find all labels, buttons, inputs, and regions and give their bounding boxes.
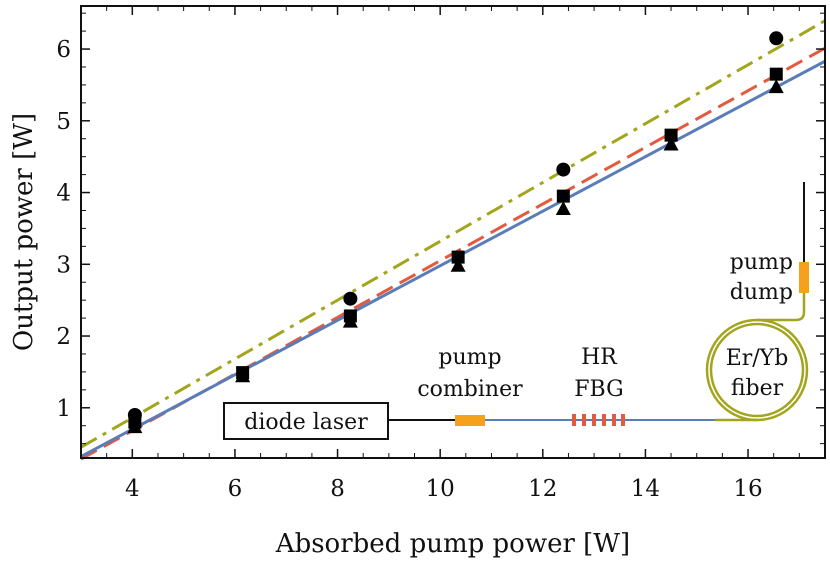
fbg-grating-line (621, 414, 625, 426)
fiber-label-2: fiber (731, 376, 784, 401)
y-tick-label: 4 (56, 181, 71, 207)
y-axis-label: Output power [W] (9, 113, 39, 351)
pump-dump-component (799, 262, 809, 293)
pump-dump-label-1: pump (730, 250, 793, 275)
fbg-component (572, 414, 625, 426)
fbg-grating-line (572, 414, 576, 426)
y-tick-label: 2 (56, 324, 71, 350)
data-point-square (451, 250, 465, 264)
x-tick-label: 12 (528, 476, 557, 502)
x-tick-label: 14 (631, 476, 660, 502)
fbg-label-2: FBG (574, 377, 623, 402)
fbg-grating-line (592, 414, 596, 426)
fiber-label-1: Er/Yb (726, 346, 789, 371)
y-tick-label: 1 (56, 396, 71, 422)
x-tick-label: 10 (426, 476, 455, 502)
data-point-circle (769, 31, 784, 46)
data-point-triangle (768, 79, 784, 94)
data-point-square (769, 67, 783, 81)
data-point-square (664, 128, 678, 142)
fbg-grating-line (612, 414, 616, 426)
pump-combiner-label-2: combiner (417, 377, 523, 402)
pump-dump-label-2: dump (730, 280, 793, 305)
x-tick-label: 6 (228, 476, 243, 502)
x-tick-label: 4 (125, 476, 140, 502)
pump-combiner-label-1: pump (438, 345, 501, 370)
plot-frame (80, 5, 826, 459)
fiber-to-dump (757, 290, 806, 322)
y-tick-label: 3 (56, 252, 71, 278)
y-tick-label: 5 (56, 109, 71, 135)
x-tick-label: 16 (733, 476, 762, 502)
pump-combiner-component (455, 415, 485, 426)
fbg-grating-line (582, 414, 586, 426)
x-axis-label: Absorbed pump power [W] (275, 529, 630, 559)
diode-laser-label: diode laser (244, 410, 368, 435)
data-point-triangle (555, 201, 571, 216)
setup-schematic: diode laser pump combiner HR FBG Er/Yb f… (223, 182, 809, 440)
data-point-triangle (342, 313, 358, 328)
data-point-triangle (450, 257, 466, 272)
diode-laser-box (223, 402, 389, 440)
data-markers (127, 31, 784, 434)
data-point-circle (556, 162, 571, 177)
data-point-triangle (663, 136, 679, 151)
x-tick-label: 8 (330, 476, 345, 502)
data-point-triangle (127, 419, 143, 434)
y-tick-label: 6 (56, 37, 71, 63)
fiber-coil-inner (709, 322, 805, 418)
fbg-label-1: HR (581, 345, 618, 370)
fbg-grating-line (602, 414, 606, 426)
data-point-triangle (235, 368, 251, 383)
data-point-square (556, 189, 570, 203)
data-point-circle (343, 291, 358, 306)
